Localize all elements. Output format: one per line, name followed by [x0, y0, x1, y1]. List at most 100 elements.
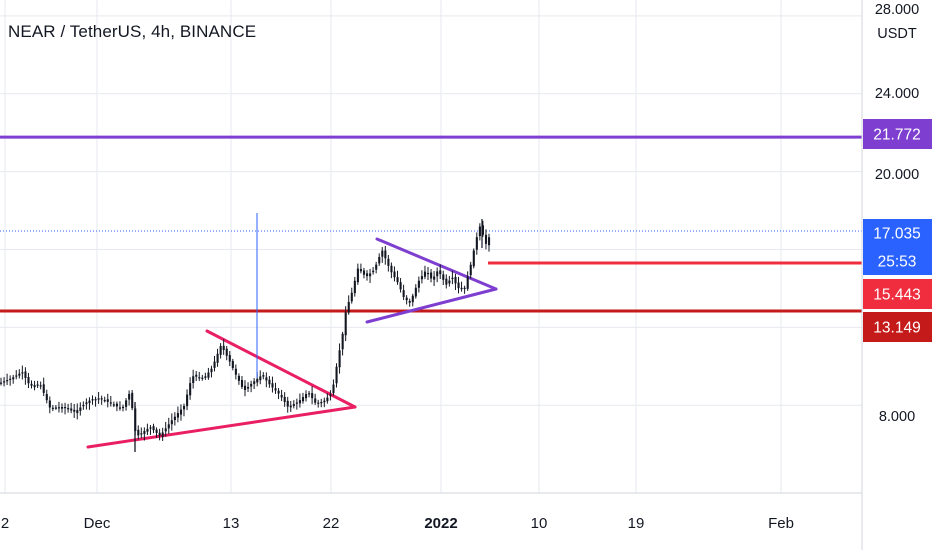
price-tick-label: 28.000 — [875, 2, 919, 18]
candle-body — [173, 416, 176, 421]
candle-body — [237, 375, 240, 381]
candle-body — [137, 429, 140, 436]
candle-body — [240, 379, 244, 387]
candles-layer — [0, 213, 491, 452]
candle-body — [146, 428, 149, 432]
candle-body — [445, 278, 448, 285]
candle-body — [305, 394, 308, 399]
price-label-resistance: 21.772 — [873, 127, 920, 144]
time-tick-label: Feb — [768, 515, 794, 532]
candle-body — [402, 290, 405, 297]
price-label-red-level-bg — [863, 279, 932, 309]
pink-triangle-lower-line — [86, 405, 357, 449]
candle-body — [140, 433, 143, 435]
candle-body — [390, 265, 393, 273]
candle-body — [359, 269, 362, 272]
drawings-layer — [0, 135, 862, 449]
price-label-red-level: 15.443 — [873, 287, 920, 304]
price-labels-layer: 21.772 17.035 25:53 15.443 13.149 — [863, 119, 932, 342]
candle-body — [329, 394, 332, 397]
candle-body — [67, 408, 70, 410]
candle-body — [179, 409, 183, 415]
candle-body — [189, 383, 192, 396]
candle-body — [158, 432, 161, 436]
candle-body — [472, 250, 475, 267]
candle-body — [283, 396, 286, 402]
candle-body — [399, 282, 402, 290]
candle-body — [42, 384, 45, 393]
candle-body — [393, 271, 396, 278]
candle-body — [323, 400, 326, 403]
candle-body — [341, 333, 344, 350]
candle-body — [219, 346, 222, 355]
price-label-current-bg — [863, 219, 932, 247]
candle-body — [366, 273, 369, 277]
candle-body — [15, 375, 18, 377]
candle-body — [244, 385, 247, 390]
candle-body — [271, 383, 274, 388]
candle-body — [469, 264, 472, 276]
candle-body — [198, 377, 201, 379]
candle-body — [143, 431, 146, 434]
candle-body — [118, 407, 122, 409]
price-label-resistance-bg — [863, 119, 932, 149]
candle-body — [195, 374, 198, 377]
candle-body — [463, 287, 466, 289]
candle-body — [384, 250, 387, 259]
candle-body — [64, 406, 67, 409]
price-tick-label: 8.000 — [879, 409, 915, 425]
candle-body — [314, 398, 317, 403]
candle-body — [186, 394, 189, 407]
candle-body — [112, 404, 115, 406]
candle-body — [466, 276, 469, 289]
candle-body — [268, 379, 271, 385]
price-label-countdown-bg — [863, 247, 932, 275]
candle-body — [234, 368, 237, 375]
grid — [0, 0, 862, 493]
candle-body — [247, 386, 250, 389]
candle-body — [131, 392, 134, 409]
candle-body — [82, 404, 85, 407]
candle-body — [51, 407, 54, 409]
candle-body — [292, 404, 295, 406]
candle-body — [427, 272, 430, 275]
candle-body — [433, 276, 436, 280]
candle-body — [369, 273, 372, 277]
candle-body — [18, 373, 21, 376]
candle-body — [213, 361, 216, 368]
candle-body — [286, 400, 289, 407]
price-label-countdown: 25:53 — [878, 254, 917, 271]
candle-body — [76, 410, 79, 414]
candle-body — [439, 270, 442, 275]
candle-body — [320, 402, 323, 404]
candle-body — [317, 402, 320, 404]
candle-body — [106, 399, 109, 402]
candle-body — [45, 394, 48, 401]
candle-body — [100, 398, 103, 400]
candle-body — [164, 428, 167, 432]
time-tick-label: 2022 — [424, 515, 457, 532]
candle-body — [39, 385, 42, 387]
candle-body — [210, 368, 213, 373]
price-label-support: 13.149 — [873, 320, 920, 337]
candle-body — [277, 390, 280, 394]
candle-body — [280, 394, 283, 398]
candle-body — [231, 361, 234, 369]
time-tick-label: 2 — [1, 515, 9, 532]
candle-body — [30, 383, 33, 386]
candle-body — [48, 400, 51, 408]
candle-body — [396, 277, 399, 283]
price-label-support-bg — [863, 312, 932, 342]
candle-body — [420, 276, 423, 280]
candle-body — [207, 372, 210, 378]
candle-body — [481, 225, 484, 235]
candle-body — [94, 399, 97, 401]
time-tick-label: 10 — [531, 515, 548, 532]
candle-body — [12, 377, 15, 380]
candle-body — [378, 257, 381, 264]
candle-body — [57, 407, 61, 409]
candle-body — [0, 382, 3, 384]
